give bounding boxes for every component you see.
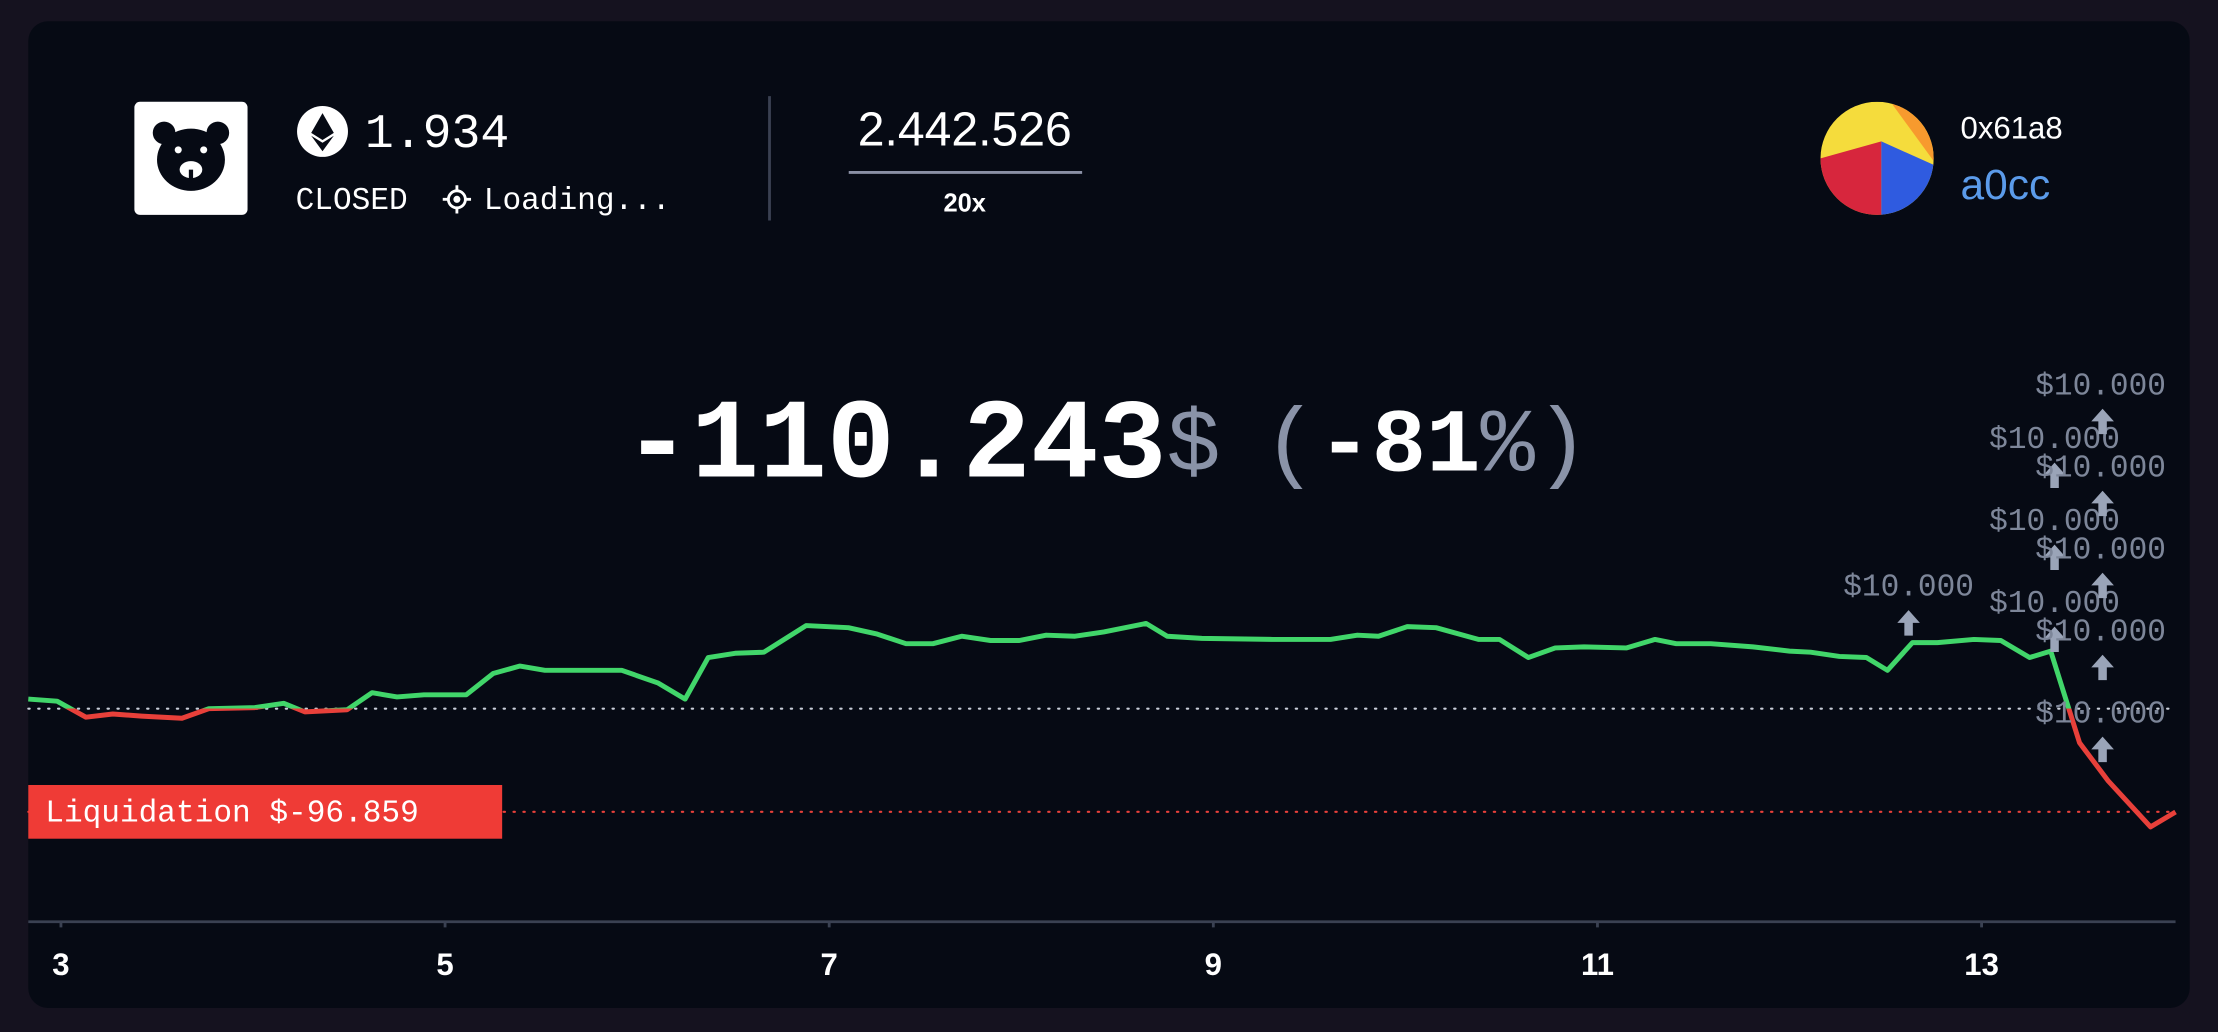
deposit-label: $10.000 [2035, 697, 2166, 732]
x-tick-label: 3 [52, 947, 69, 982]
pnl-amount: -110.243 [623, 383, 1166, 511]
deposit-arrow [2091, 572, 2114, 599]
deposit-arrow [2091, 654, 2114, 681]
deposit-label: $10.000 [2035, 369, 2166, 404]
deposit-arrow [2091, 736, 2114, 763]
address-start: 0x61a8 [1961, 110, 2063, 145]
pnl-headline: -110.243$ (-81%) [623, 383, 1589, 511]
deposit-label: $10.000 [2035, 451, 2166, 486]
deposit-label: $10.000 [1989, 423, 2120, 458]
leverage: 20x [943, 190, 985, 218]
x-tick-label: 11 [1581, 947, 1614, 982]
paren-open: ( [1263, 397, 1317, 499]
position-size: 2.442.526 [858, 103, 1072, 157]
deposit-label: $10.000 [2035, 533, 2166, 568]
deposit-arrow [1897, 610, 1920, 636]
deposit-arrow [2091, 408, 2114, 435]
liquidation-label: Liquidation $-96.859 [45, 796, 418, 831]
address-end[interactable]: a0cc [1961, 161, 2051, 208]
deposit-label: $10.000 [1989, 587, 2120, 622]
location: Loading... [484, 184, 671, 219]
pnl-percent: -81 [1317, 397, 1480, 499]
card-bg [28, 21, 2190, 1008]
deposit-label: $10.000 [2035, 615, 2166, 650]
deposit-label: $10.000 [1843, 571, 1974, 606]
eth-icon [297, 106, 348, 157]
x-tick-label: 5 [436, 947, 453, 982]
liquidation-badge [28, 784, 503, 839]
amount: 1.934 [365, 108, 509, 162]
deposit-label: $10.000 [1989, 505, 2120, 540]
x-tick-label: 13 [1964, 947, 1999, 982]
pnl-line [28, 620, 2177, 830]
location-icon [442, 185, 472, 214]
x-tick-label: 7 [821, 947, 838, 982]
status: CLOSED [296, 184, 408, 219]
deposit-arrow [2091, 490, 2114, 517]
paren-close: ) [1535, 397, 1589, 499]
x-tick-label: 9 [1205, 947, 1222, 982]
percent-sign: % [1480, 397, 1535, 499]
pnl-currency: $ [1166, 397, 1220, 499]
bear-logo [134, 101, 248, 215]
